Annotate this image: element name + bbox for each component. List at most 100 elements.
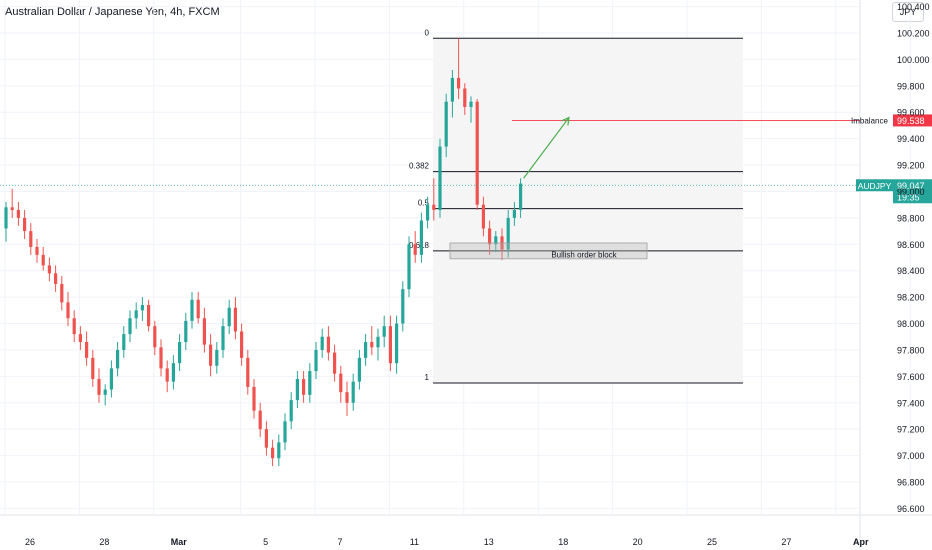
candle-body bbox=[469, 101, 473, 107]
x-tick-label: 7 bbox=[337, 537, 342, 547]
symbol-tag-label: AUDJPY bbox=[858, 181, 892, 191]
candle-body bbox=[419, 220, 423, 255]
x-tick-label: 26 bbox=[25, 537, 35, 547]
y-tick-label: 100.200 bbox=[897, 29, 930, 39]
x-tick-label: Mar bbox=[171, 537, 188, 547]
candle-body bbox=[190, 299, 194, 321]
candle-body bbox=[47, 265, 51, 274]
y-tick-label: 99.000 bbox=[897, 187, 925, 197]
fib-zone-fill bbox=[433, 38, 743, 383]
candle-body bbox=[91, 357, 95, 379]
y-tick-label: 97.000 bbox=[897, 451, 925, 461]
x-tick-label: 11 bbox=[410, 537, 419, 547]
symbol-title: Australian Dollar / Japanese Yen, 4h, FX… bbox=[5, 6, 220, 18]
candle-body bbox=[512, 209, 516, 218]
y-tick-label: 96.600 bbox=[897, 504, 925, 514]
candle-body bbox=[4, 207, 8, 229]
x-tick-label: Apr bbox=[853, 537, 869, 547]
imbalance-price-tag bbox=[893, 114, 932, 127]
candle-body bbox=[202, 318, 206, 345]
candle-body bbox=[450, 77, 454, 102]
order-block-label: Bullish order block bbox=[551, 250, 617, 259]
candle-body bbox=[488, 228, 492, 245]
y-tick-label: 100.400 bbox=[897, 2, 930, 12]
candle-body bbox=[128, 318, 132, 335]
imbalance-price-label: 99.538 bbox=[897, 116, 925, 126]
y-tick-label: 98.200 bbox=[897, 293, 925, 303]
candle-body bbox=[35, 246, 39, 255]
y-tick-label: 97.800 bbox=[897, 345, 925, 355]
y-tick-label: 97.200 bbox=[897, 425, 925, 435]
y-tick-label: 97.600 bbox=[897, 372, 925, 382]
candle-body bbox=[407, 244, 411, 290]
candle-body bbox=[10, 207, 14, 210]
candle-body bbox=[413, 244, 417, 255]
candle-body bbox=[159, 347, 163, 369]
candle-body bbox=[23, 217, 27, 232]
y-tick-label: 96.800 bbox=[897, 477, 925, 487]
y-tick-label: 99.200 bbox=[897, 161, 925, 171]
candle-body bbox=[29, 231, 33, 247]
x-tick-label: 5 bbox=[263, 537, 268, 547]
order-block-box bbox=[449, 242, 648, 260]
fib-level-label: 0 bbox=[425, 28, 430, 37]
countdown-label: 19:35 bbox=[897, 192, 920, 202]
candle-body bbox=[165, 368, 169, 382]
y-tick-label: 97.400 bbox=[897, 398, 925, 408]
candle-body bbox=[481, 204, 485, 229]
candle-body bbox=[60, 283, 64, 303]
candle-body bbox=[233, 307, 237, 332]
x-tick-label: 20 bbox=[633, 537, 643, 547]
projection-arrow-shaft bbox=[523, 117, 570, 179]
candle-body bbox=[221, 326, 225, 350]
candle-body bbox=[289, 400, 293, 422]
projection-arrow-head bbox=[561, 116, 570, 126]
candle-body bbox=[333, 352, 337, 374]
x-tick-label: 25 bbox=[707, 537, 717, 547]
candle-body bbox=[308, 371, 312, 395]
candle-body bbox=[388, 326, 392, 364]
current-price-label: 99.047 bbox=[897, 181, 925, 191]
price-axis[interactable]: 96.600 96.800 97.000 97.200 97.400 97.600 97.8… bbox=[897, 2, 930, 514]
candle-body bbox=[395, 323, 399, 364]
candle-body bbox=[122, 334, 126, 350]
candle-body bbox=[72, 318, 76, 335]
candle-body bbox=[178, 342, 182, 364]
candle-body bbox=[370, 342, 374, 348]
imbalance-label: Imbalance bbox=[851, 116, 888, 125]
overlays: Bullish order block Imbalance 99.538 AUDJPY… bbox=[0, 114, 932, 259]
candle-body bbox=[153, 326, 157, 348]
candle-body bbox=[271, 447, 275, 459]
currency-button[interactable]: JPY bbox=[892, 2, 924, 22]
candle-body bbox=[326, 336, 330, 353]
candle-body bbox=[196, 299, 200, 319]
candle-body bbox=[184, 320, 188, 343]
candle-body bbox=[376, 336, 380, 348]
candle-body bbox=[457, 77, 461, 89]
candle-body bbox=[283, 421, 287, 443]
candle-body bbox=[277, 442, 281, 459]
candle-body bbox=[432, 204, 436, 210]
y-tick-label: 98.800 bbox=[897, 213, 925, 223]
candle-body bbox=[519, 183, 523, 210]
x-tick-label: 27 bbox=[781, 537, 791, 547]
x-tick-label: 13 bbox=[484, 537, 494, 547]
candle-body bbox=[494, 236, 498, 245]
current-price-tag bbox=[893, 179, 932, 204]
fib-level-label: 0.382 bbox=[409, 162, 430, 171]
candle-body bbox=[475, 101, 479, 205]
candle-body bbox=[109, 368, 113, 390]
candle-body bbox=[85, 342, 89, 358]
fib-level-label: 1 bbox=[425, 373, 430, 382]
time-axis[interactable]: 2628Mar57111318202527Apr3810 bbox=[25, 537, 932, 547]
candle-body bbox=[171, 363, 175, 382]
x-tick-label: 18 bbox=[558, 537, 568, 547]
candle-body bbox=[444, 101, 448, 147]
candle-body bbox=[438, 146, 442, 210]
candle-body bbox=[506, 217, 510, 250]
x-tick-label: 28 bbox=[99, 537, 109, 547]
candles bbox=[4, 38, 523, 467]
candle-body bbox=[240, 331, 244, 358]
candle-body bbox=[345, 392, 349, 403]
